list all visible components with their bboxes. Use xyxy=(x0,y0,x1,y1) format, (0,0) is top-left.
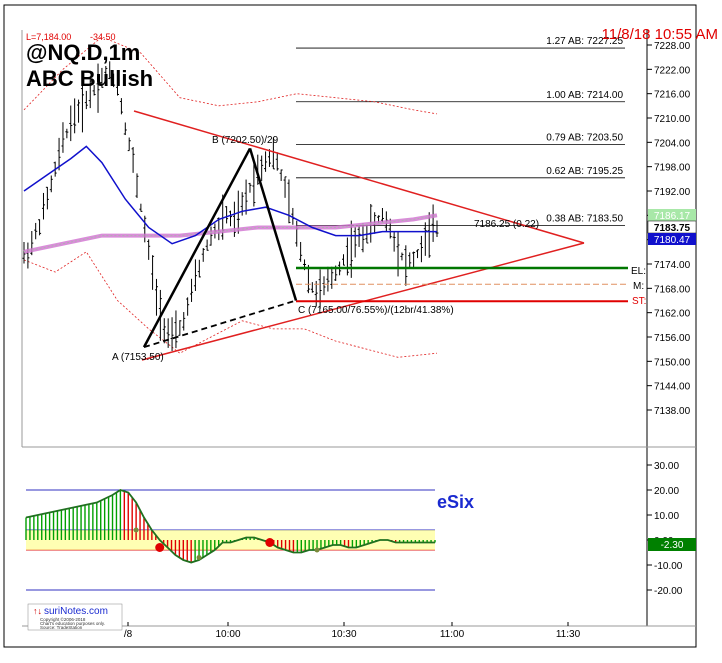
fib-label: 1.00 AB: 7214.00 xyxy=(546,90,623,101)
envelope-line xyxy=(23,251,438,358)
envelope-line xyxy=(23,36,438,115)
brand-logo-icon: ↑↓ xyxy=(33,606,42,616)
fib-label: 1.27 AB: 7227.25 xyxy=(546,36,623,47)
price-tick-label: 7138.00 xyxy=(654,406,691,417)
upper-band-badge-text: 7186.17 xyxy=(654,211,691,222)
timestamp: 11/8/18 10:55 AM xyxy=(602,26,718,43)
symbol-title: @NQ.D,1m xyxy=(26,40,140,65)
time-tick-label: 11:00 xyxy=(440,629,465,640)
last-price-badge-text: 7183.75 xyxy=(654,223,691,234)
brand-copyright: Copyright ©2006-2018 xyxy=(40,616,86,622)
osc-tick-label: -20.00 xyxy=(654,586,683,597)
price-tick-label: 7210.00 xyxy=(654,114,691,125)
stop-label: ST: xyxy=(632,296,646,307)
upper-band-badge xyxy=(648,209,696,221)
esix-value-text: -2.30 xyxy=(661,540,684,551)
ac-leg xyxy=(143,299,297,348)
time-axis: /8 10:00 10:30 11:00 11:30 xyxy=(124,622,581,640)
price-tick-label: 7174.00 xyxy=(654,260,691,271)
fib-label: 0.38 AB: 7183.50 xyxy=(546,213,623,224)
point-b-label: B (7202.50)/29 xyxy=(212,135,279,146)
osc-signal-dot xyxy=(314,547,320,553)
esix-oscillator xyxy=(25,489,436,591)
apex-label: 7186.25 (0.22) xyxy=(474,219,539,230)
change-text: -34.50 xyxy=(90,32,116,42)
mid-label: M: xyxy=(633,281,644,292)
fib-levels: 1.27 AB: 7227.25 1.00 AB: 7214.00 0.79 AB:… xyxy=(296,36,625,226)
price-tick-label: 7192.00 xyxy=(654,187,691,198)
trade-levels xyxy=(296,266,628,303)
moving-averages xyxy=(23,145,438,254)
osc-tick-label: 10.00 xyxy=(654,511,679,522)
ma-badge xyxy=(648,233,696,245)
brand-disclaimer: Chart's education purposes only. xyxy=(40,621,105,626)
price-tick-label: 7216.00 xyxy=(654,90,691,101)
osc-line xyxy=(25,489,435,564)
price-tick-label: 7162.00 xyxy=(654,309,691,320)
osc-signal-dot xyxy=(265,538,275,547)
abc-pattern xyxy=(142,147,298,348)
time-tick-label: /8 xyxy=(124,629,133,640)
brand-box xyxy=(27,603,123,631)
osc-tick-label: 20.00 xyxy=(654,486,679,497)
bc-leg xyxy=(248,148,298,301)
price-tick-label: 7222.00 xyxy=(654,65,691,76)
point-a-label: A (7153.50) xyxy=(112,352,164,363)
osc-tick-label: -10.00 xyxy=(654,561,683,572)
price-tick-label: 7144.00 xyxy=(654,382,691,393)
point-c-label: C (7165.00/76.55%)/(12br/41.38%) xyxy=(298,305,454,316)
osc-signal-dot xyxy=(133,527,139,533)
time-tick-label: 10:30 xyxy=(331,629,356,640)
time-tick-label: 11:30 xyxy=(556,629,581,640)
price-tick-label: 7156.00 xyxy=(654,333,691,344)
time-tick-label: 10:00 xyxy=(215,629,240,640)
fib-label: 0.62 AB: 7195.25 xyxy=(546,166,623,177)
fib-label: 0.79 AB: 7203.50 xyxy=(546,132,623,143)
price-bars xyxy=(22,61,439,352)
envelopes xyxy=(23,36,438,358)
price-tick-label: 7204.00 xyxy=(654,138,691,149)
brand-name: suriNotes.com xyxy=(44,606,108,617)
triangle-upper-line xyxy=(133,110,585,244)
ma-badge-text: 7180.47 xyxy=(654,235,691,246)
price-tick-label: 7228.00 xyxy=(654,41,691,52)
osc-signal-dot xyxy=(196,555,202,560)
band-center-line xyxy=(23,214,438,253)
price-tick-label: 7168.00 xyxy=(654,284,691,295)
ma-line xyxy=(23,145,437,245)
brand-source: Source: TradeStation xyxy=(40,625,83,630)
osc-tick-label: 30.00 xyxy=(654,461,679,472)
entry-label: EL: xyxy=(631,266,646,277)
ab-leg xyxy=(142,147,252,348)
osc-signal-dot xyxy=(155,543,165,552)
esix-label: eSix xyxy=(437,492,474,512)
price-tick-label: 7150.00 xyxy=(654,357,691,368)
esix-value-badge xyxy=(648,538,696,551)
price-tick-label: 7198.00 xyxy=(654,163,691,174)
pattern-title: ABC Bullish xyxy=(26,66,153,91)
outer-frame xyxy=(3,4,697,648)
last-price-text: L=7,184.00 xyxy=(26,32,71,42)
